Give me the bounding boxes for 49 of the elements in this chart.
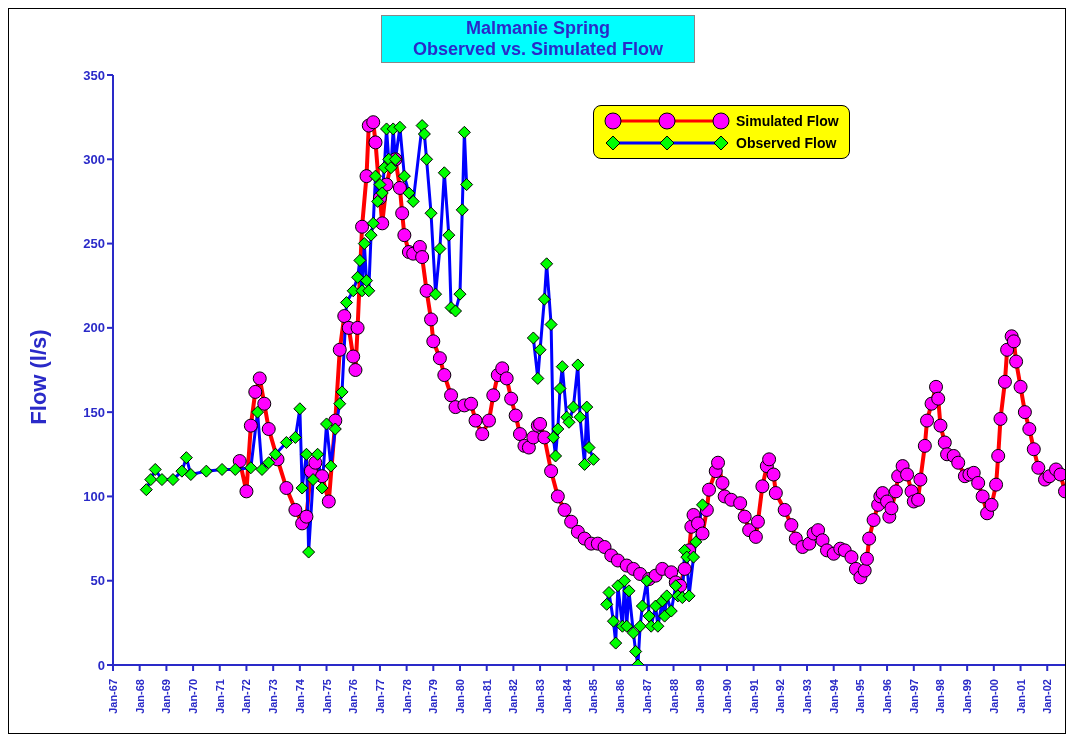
x-tick-label: Jan-74 [293, 678, 306, 714]
x-tick-label: Jan-93 [801, 679, 814, 714]
x-tick-label: Jan-88 [667, 679, 680, 714]
x-tick-label: Jan-98 [934, 679, 947, 714]
x-tick-label: Jan-77 [373, 679, 386, 714]
x-tick-label: Jan-81 [480, 679, 493, 714]
y-tick-label: 100 [83, 489, 105, 505]
x-tick-label: Jan-68 [133, 679, 146, 714]
y-tick-label: 0 [97, 657, 105, 673]
x-tick-label: Jan-86 [614, 679, 627, 714]
y-axis-title: Flow (l/s) [26, 328, 52, 427]
x-tick-label: Jan-82 [507, 679, 520, 714]
x-tick-label: Jan-02 [1041, 679, 1054, 714]
x-tick-label: Jan-97 [907, 679, 920, 714]
x-tick-label: Jan-75 [320, 679, 333, 714]
x-tick-label: Jan-72 [240, 679, 253, 714]
x-tick-label: Jan-92 [774, 679, 787, 714]
x-tick-label: Jan-91 [747, 679, 760, 714]
x-tick-label: Jan-01 [1014, 679, 1027, 714]
x-tick-label: Jan-84 [560, 678, 573, 714]
chart-subtitle: Observed vs. Simulated Flow [411, 39, 665, 60]
x-tick-label: Jan-85 [587, 679, 600, 714]
y-tick-label: 350 [83, 67, 105, 83]
x-tick-label: Jan-83 [534, 679, 547, 714]
x-tick-label: Jan-76 [347, 679, 360, 714]
legend-label: Simulated Flow [736, 113, 839, 129]
x-tick-label: Jan-96 [881, 679, 894, 714]
x-tick-label: Jan-70 [187, 679, 200, 714]
x-tick-label: Jan-89 [694, 679, 707, 714]
x-tick-label: Jan-69 [160, 679, 173, 714]
x-tick-label: Jan-67 [107, 679, 119, 714]
y-tick-label: 50 [90, 573, 105, 589]
x-tick-label: Jan-94 [827, 678, 840, 714]
y-tick-label: 150 [83, 404, 105, 420]
x-tick-label: Jan-90 [720, 679, 733, 714]
x-tick-label: Jan-78 [400, 679, 413, 714]
legend-label: Observed Flow [736, 135, 837, 151]
x-tick-label: Jan-00 [987, 679, 1000, 714]
x-tick-label: Jan-71 [213, 679, 226, 714]
x-tick-label: Jan-95 [854, 679, 867, 714]
x-tick-label: Jan-80 [453, 679, 466, 714]
y-tick-label: 250 [83, 236, 105, 252]
y-tick-label: 200 [83, 320, 105, 336]
x-tick-label: Jan-99 [961, 679, 974, 714]
chart-title: Malmanie Spring [465, 18, 611, 39]
y-tick-label: 300 [83, 151, 105, 167]
x-tick-label: Jan-73 [267, 679, 280, 714]
x-tick-label: Jan-87 [640, 679, 653, 714]
x-tick-label: Jan-79 [427, 679, 440, 714]
